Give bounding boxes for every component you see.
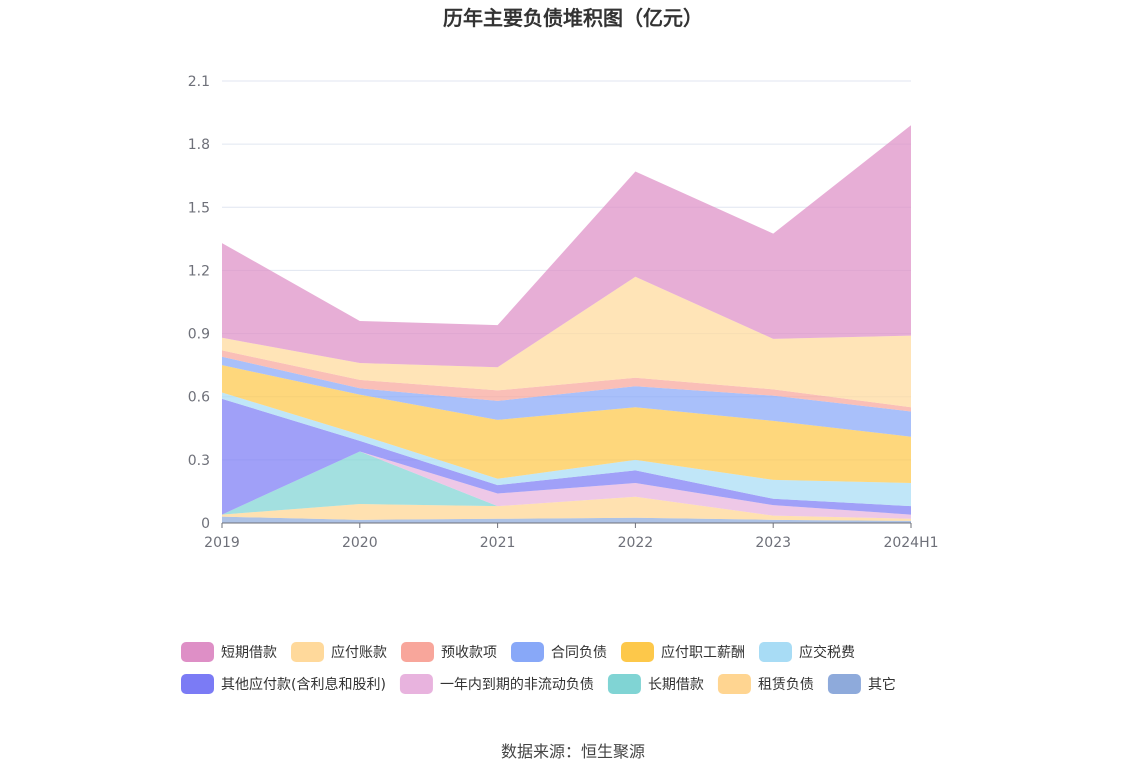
x-tick-label: 2020	[342, 535, 378, 551]
legend-item[interactable]: 其他应付款(含利息和股利)	[181, 674, 386, 694]
y-tick-label: 0.6	[188, 390, 210, 406]
y-tick-label: 0.3	[188, 453, 210, 469]
legend-item[interactable]: 其它	[827, 674, 896, 694]
area-series-1	[222, 496, 911, 521]
legend-label: 短期借款	[221, 645, 277, 661]
legend-swatch	[621, 642, 654, 662]
legend-item[interactable]: 一年内到期的非流动负债	[399, 674, 594, 694]
legend-swatch	[401, 642, 434, 662]
legend-swatch	[607, 674, 641, 694]
area-series-7	[222, 356, 911, 437]
x-tick-label: 2023	[755, 535, 791, 551]
legend-item[interactable]: 租赁负债	[717, 674, 814, 694]
legend-label: 其他应付款(含利息和股利)	[221, 676, 386, 693]
area-series-0	[222, 516, 911, 523]
legend-label: 长期借款	[648, 677, 704, 693]
area-series-10	[222, 125, 911, 368]
source-note: 数据来源：恒生聚源	[501, 742, 645, 761]
y-tick-label: 1.5	[188, 200, 210, 216]
x-tick-label: 2024H1	[883, 535, 938, 551]
area-series-3	[222, 451, 911, 519]
legend-swatch	[759, 642, 792, 662]
legend-item[interactable]: 应付账款	[291, 642, 387, 662]
chart-title: 历年主要负债堆积图（亿元）	[443, 6, 703, 30]
y-tick-label: 1.2	[188, 263, 210, 279]
legend-swatch	[181, 642, 214, 662]
legend-swatch	[291, 642, 324, 662]
area-series-2	[222, 451, 911, 519]
legend-swatch	[181, 674, 214, 694]
y-tick-label: 0	[201, 516, 210, 532]
legend-swatch	[511, 642, 544, 662]
axes: 0 0.3 0.6 0.9 1.2 1.5 1.8 2.1 2019 2020 2021 2022 20…	[188, 74, 939, 551]
legend-item[interactable]: 预收款项	[401, 642, 497, 662]
x-tick-label: 2022	[618, 535, 654, 551]
legend-label: 租赁负债	[758, 677, 814, 693]
legend-label: 应交税费	[799, 644, 855, 661]
area-series-8	[222, 350, 911, 412]
area-series-6	[222, 365, 911, 484]
legend-swatch	[399, 674, 433, 694]
legend-item[interactable]: 应交税费	[759, 642, 855, 662]
area-series-4	[222, 398, 911, 515]
area-series-5	[222, 392, 911, 507]
legend-label: 一年内到期的非流动负债	[440, 677, 594, 693]
legend-item[interactable]: 合同负债	[511, 642, 607, 662]
legend-swatch	[717, 674, 751, 694]
legend-label: 预收款项	[441, 645, 497, 661]
legend-label: 合同负债	[551, 645, 607, 661]
area-series	[222, 125, 911, 523]
x-tick-label: 2019	[204, 535, 240, 551]
x-tick-label: 2021	[480, 535, 516, 551]
legend-label: 其它	[868, 676, 896, 693]
y-tick-label: 2.1	[188, 74, 210, 90]
area-series-9	[222, 276, 911, 408]
y-tick-label: 1.8	[188, 137, 210, 153]
legend-swatch	[827, 674, 861, 694]
legend-item[interactable]: 长期借款	[607, 674, 704, 694]
legend-label: 应付账款	[331, 644, 387, 661]
legend-item[interactable]: 应付职工薪酬	[621, 642, 745, 662]
y-tick-label: 0.9	[188, 327, 210, 343]
legend-item[interactable]: 短期借款	[181, 642, 277, 662]
legend-label: 应付职工薪酬	[661, 644, 745, 661]
